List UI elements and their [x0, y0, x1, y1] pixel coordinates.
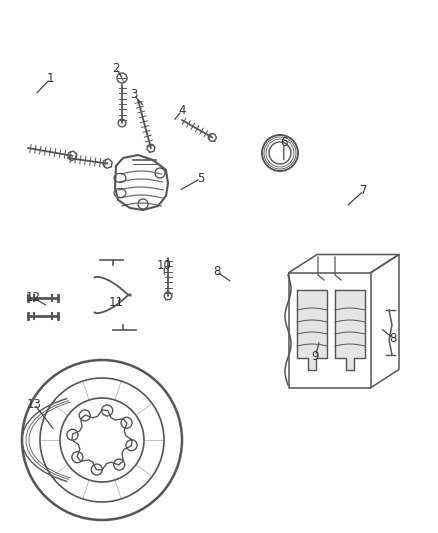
Text: 3: 3 [130, 88, 137, 101]
Text: 12: 12 [25, 291, 40, 304]
Text: 4: 4 [178, 104, 186, 117]
Text: 5: 5 [197, 172, 204, 185]
Text: 6: 6 [280, 136, 288, 149]
Text: 8: 8 [213, 265, 220, 278]
Text: 2: 2 [112, 62, 120, 75]
Text: 8: 8 [390, 332, 397, 345]
Text: 7: 7 [360, 184, 367, 197]
Text: 1: 1 [46, 72, 54, 85]
Polygon shape [335, 290, 365, 370]
Text: 10: 10 [157, 259, 172, 272]
Polygon shape [297, 290, 327, 370]
Text: 11: 11 [109, 296, 124, 309]
Text: 9: 9 [311, 350, 319, 362]
Text: 13: 13 [27, 398, 42, 410]
